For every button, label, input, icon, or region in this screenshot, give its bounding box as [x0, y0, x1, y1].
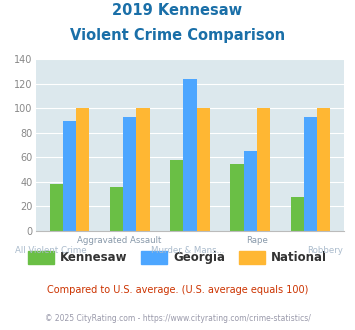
Bar: [110, 187, 123, 231]
Text: Rape: Rape: [246, 236, 268, 245]
Text: © 2025 CityRating.com - https://www.cityrating.com/crime-statistics/: © 2025 CityRating.com - https://www.city…: [45, 314, 310, 323]
Bar: [50, 184, 63, 231]
Text: Murder & Mans...: Murder & Mans...: [152, 246, 225, 255]
Bar: [136, 109, 149, 231]
Bar: [170, 160, 183, 231]
Bar: [244, 151, 257, 231]
Bar: [257, 109, 270, 231]
Bar: [123, 117, 136, 231]
Bar: [317, 109, 330, 231]
Text: Robbery: Robbery: [307, 246, 343, 255]
Bar: [290, 197, 304, 231]
Bar: [197, 109, 210, 231]
Legend: Kennesaw, Georgia, National: Kennesaw, Georgia, National: [24, 247, 331, 268]
Text: Violent Crime Comparison: Violent Crime Comparison: [70, 28, 285, 43]
Bar: [304, 117, 317, 231]
Bar: [183, 79, 197, 231]
Text: All Violent Crime: All Violent Crime: [15, 246, 87, 255]
Bar: [76, 109, 89, 231]
Text: 2019 Kennesaw: 2019 Kennesaw: [113, 3, 242, 18]
Bar: [63, 121, 76, 231]
Bar: [230, 164, 244, 231]
Text: Aggravated Assault: Aggravated Assault: [77, 236, 162, 245]
Text: Compared to U.S. average. (U.S. average equals 100): Compared to U.S. average. (U.S. average …: [47, 285, 308, 295]
